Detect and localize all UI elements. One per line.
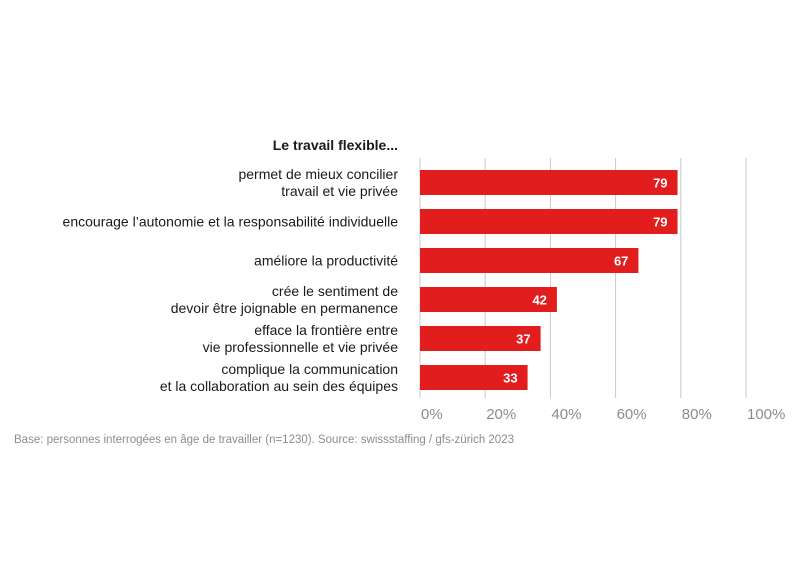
bar-value-label: 37	[516, 332, 530, 347]
category-label-line: travail et vie privée	[281, 183, 398, 199]
category-label-line: efface la frontière entre	[254, 322, 398, 338]
category-label: crée le sentiment de devoir être joignabl…	[171, 283, 398, 316]
bar	[420, 248, 639, 273]
category-label-line: devoir être joignable en permanence	[171, 300, 398, 316]
bar-value-label: 79	[653, 215, 667, 230]
bar	[420, 170, 678, 195]
category-label: permet de mieux concilier travail et vie …	[238, 166, 398, 199]
category-label-line: permet de mieux concilier	[238, 166, 398, 182]
category-label-line: et la collaboration au sein des équipes	[160, 378, 398, 394]
x-tick-label: 80%	[682, 406, 712, 423]
category-label: améliore la productivité	[254, 253, 398, 269]
x-tick-label: 40%	[551, 406, 581, 423]
category-label-line: améliore la productivité	[254, 253, 398, 269]
bars: 79 79 67 42 37 33	[420, 170, 678, 390]
x-tick-label: 60%	[617, 406, 647, 423]
category-label-line: encourage l’autonomie et la responsabili…	[63, 214, 399, 230]
source-note: Base: personnes interrogées en âge de tr…	[14, 434, 514, 446]
x-tick-label: 0%	[421, 406, 443, 423]
category-label-line: complique la communication	[221, 361, 398, 377]
category-labels: permet de mieux concilier travail et vie …	[63, 166, 399, 394]
bar	[420, 326, 541, 351]
bar-value-label: 79	[653, 176, 667, 191]
category-label-line: vie professionnelle et vie privée	[203, 339, 399, 355]
bar-value-label: 33	[503, 371, 517, 386]
x-tick-label: 100%	[747, 406, 785, 423]
bar	[420, 365, 528, 390]
bar-value-label: 42	[532, 293, 546, 308]
x-axis-ticks: 0% 20% 40% 60% 80% 100%	[421, 406, 785, 423]
grid-lines	[419, 158, 747, 398]
bar	[420, 287, 557, 312]
category-label-line: crée le sentiment de	[272, 283, 398, 299]
bar-value-label: 67	[614, 254, 628, 269]
bar-chart: Le travail flexible... 79 79 67 42 37 33 perm…	[63, 137, 786, 423]
category-label: efface la frontière entre vie professionn…	[203, 322, 399, 355]
chart-heading: Le travail flexible...	[273, 137, 398, 153]
bar	[420, 209, 678, 234]
category-label: complique la communication et la collabor…	[160, 361, 398, 394]
x-tick-label: 20%	[486, 406, 516, 423]
category-label: encourage l’autonomie et la responsabili…	[63, 214, 399, 230]
